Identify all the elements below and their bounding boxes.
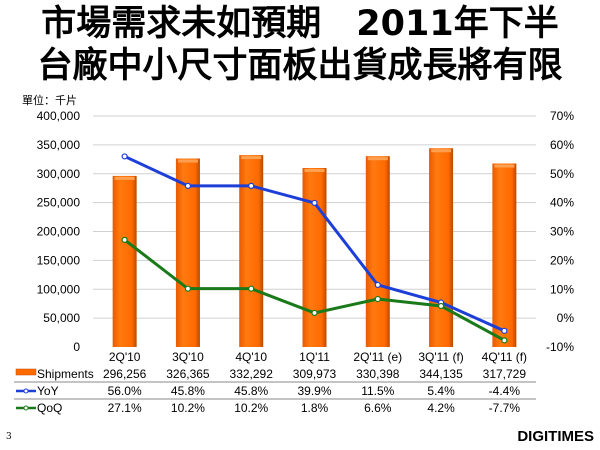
- left-axis-tick: 50,000: [43, 311, 80, 325]
- table-cell: 10.2%: [234, 401, 268, 415]
- bar-shipments: [365, 156, 390, 347]
- title-line-1: 市場需求未如預期 2011年下半: [41, 4, 559, 44]
- digitimes-logo: DIGITIMES: [517, 428, 594, 445]
- legend-qoq: QoQ: [37, 401, 62, 415]
- category-label: 4Q'10: [235, 350, 267, 364]
- right-axis-tick: 20%: [550, 253, 574, 267]
- table-cell: 330,398: [356, 367, 400, 381]
- point-yoy: [184, 182, 192, 189]
- left-axis-tick: 200,000: [37, 225, 81, 239]
- category-label: 4Q'11 (f): [482, 350, 527, 364]
- left-axis-tick: 100,000: [37, 282, 81, 296]
- unit-label: 單位：千片: [22, 95, 77, 107]
- point-qoq: [248, 285, 255, 292]
- bar-highlight: [494, 164, 515, 168]
- point-qoq: [121, 236, 128, 243]
- table-cell: 344,135: [419, 367, 463, 381]
- table-cell: 326,365: [166, 367, 210, 381]
- legend-marker-icon: [23, 388, 29, 394]
- right-axis-tick: 60%: [550, 138, 574, 152]
- point-qoq: [437, 302, 445, 310]
- left-axis-tick: 400,000: [37, 109, 81, 123]
- right-axis-tick: 50%: [550, 167, 574, 181]
- bar-shipments: [175, 158, 200, 347]
- point-yoy: [311, 199, 318, 207]
- bar-shipments: [112, 175, 137, 347]
- table-cell: 296,256: [103, 367, 147, 381]
- left-axis-tick: 300,000: [37, 167, 81, 181]
- page-number: 3: [6, 432, 12, 442]
- table-cell: 39.9%: [297, 384, 331, 398]
- bar-highlight: [304, 168, 325, 172]
- legend-yoy: YoY: [37, 384, 59, 398]
- table-cell: 27.1%: [108, 401, 142, 415]
- table-cell: -7.7%: [489, 401, 521, 415]
- right-axis-tick: 70%: [550, 109, 574, 123]
- table-cell: 11.5%: [361, 384, 394, 398]
- bar-highlight: [241, 156, 262, 160]
- legend-shipments: Shipments: [37, 367, 94, 381]
- point-qoq: [311, 309, 318, 317]
- left-axis-tick: 350,000: [37, 138, 81, 152]
- bar-shipments: [302, 167, 327, 347]
- category-label: 3Q'11 (f): [418, 350, 463, 364]
- point-yoy: [501, 327, 508, 334]
- table-cell: -4.4%: [489, 384, 521, 398]
- table-cell: 4.2%: [427, 401, 455, 415]
- table-cell: 317,729: [483, 367, 527, 381]
- right-axis-tick: -10%: [546, 340, 574, 354]
- right-axis-tick: 40%: [550, 196, 574, 210]
- point-yoy: [248, 182, 255, 189]
- bar-highlight: [177, 159, 198, 163]
- table-cell: 309,973: [293, 367, 337, 381]
- bar-highlight: [431, 149, 452, 153]
- table-cell: 45.8%: [234, 384, 268, 398]
- table-cell: 10.2%: [171, 401, 205, 415]
- left-axis-tick: 0: [73, 340, 80, 354]
- point-qoq: [184, 285, 192, 292]
- right-axis-tick: 10%: [550, 282, 574, 296]
- title-line-2: 台廠中小尺寸面板出貨成長將有限: [37, 46, 563, 86]
- category-label: 1Q'11: [299, 350, 330, 364]
- bar-shipments: [429, 148, 454, 347]
- point-yoy: [374, 281, 381, 289]
- point-qoq: [374, 295, 381, 303]
- table-cell: 1.8%: [301, 401, 329, 415]
- table-cell: 6.6%: [364, 401, 392, 415]
- category-label: 3Q'10: [172, 350, 204, 364]
- left-axis-tick: 150,000: [37, 253, 81, 267]
- bar-highlight: [367, 157, 388, 161]
- bar-highlight: [114, 176, 135, 180]
- category-label: 2Q'11 (e): [353, 350, 402, 364]
- right-axis-tick: 0%: [557, 311, 575, 325]
- legend-shipments-icon: [15, 368, 37, 376]
- left-axis-tick: 250,000: [37, 196, 81, 210]
- category-label: 2Q'10: [109, 350, 141, 364]
- legend-marker-icon: [23, 405, 29, 411]
- table-cell: 5.4%: [427, 384, 455, 398]
- point-yoy: [121, 153, 128, 160]
- right-axis-tick: 30%: [550, 225, 574, 239]
- table-cell: 56.0%: [108, 384, 142, 398]
- point-qoq: [501, 337, 508, 344]
- table-cell: 332,292: [230, 367, 274, 381]
- bar-shipments: [492, 163, 517, 347]
- table-cell: 45.8%: [171, 384, 205, 398]
